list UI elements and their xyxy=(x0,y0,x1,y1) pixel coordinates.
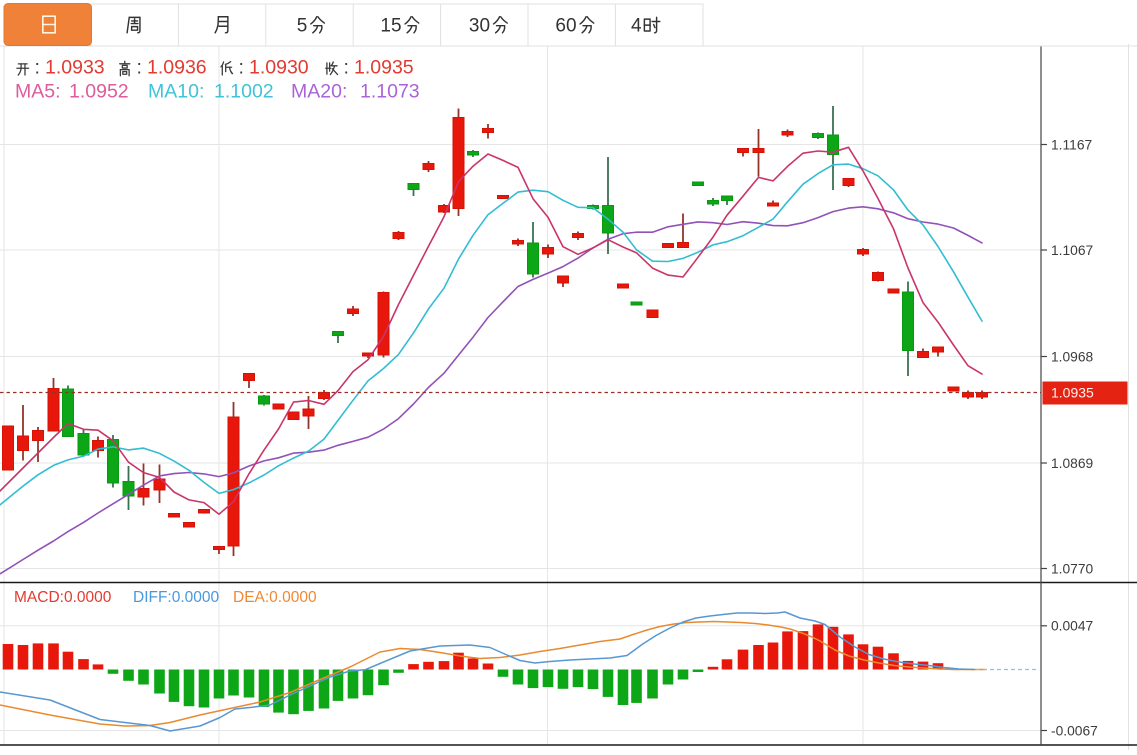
svg-text:1.1167: 1.1167 xyxy=(1051,137,1092,152)
svg-text:15: 15 xyxy=(380,16,401,37)
svg-text::: : xyxy=(35,57,40,79)
svg-text:1.0930: 1.0930 xyxy=(249,57,309,79)
svg-text::: : xyxy=(137,57,142,79)
svg-text:MA10:: MA10: xyxy=(148,81,204,103)
svg-text:1.0770: 1.0770 xyxy=(1051,561,1094,576)
svg-text:1.1073: 1.1073 xyxy=(360,81,420,103)
svg-text:DEA:0.0000: DEA:0.0000 xyxy=(233,589,317,606)
svg-text::: : xyxy=(344,57,349,79)
svg-text:1.0869: 1.0869 xyxy=(1051,456,1094,471)
svg-text:1.0936: 1.0936 xyxy=(147,57,207,79)
svg-text:-0.0067: -0.0067 xyxy=(1051,723,1098,738)
svg-text:1.1067: 1.1067 xyxy=(1051,243,1093,258)
svg-text:0.0047: 0.0047 xyxy=(1051,619,1093,634)
svg-text:1.0935: 1.0935 xyxy=(1051,385,1094,401)
svg-text:1.0952: 1.0952 xyxy=(69,81,129,103)
svg-text:1.0935: 1.0935 xyxy=(354,57,414,79)
svg-text:30: 30 xyxy=(469,16,490,37)
svg-text::: : xyxy=(239,57,244,79)
svg-text:1.0933: 1.0933 xyxy=(45,57,105,79)
svg-text:5: 5 xyxy=(297,16,308,37)
svg-text:DIFF:0.0000: DIFF:0.0000 xyxy=(133,589,220,606)
svg-text:60: 60 xyxy=(555,16,576,37)
svg-text:1.1002: 1.1002 xyxy=(214,81,274,103)
svg-text:MA5:: MA5: xyxy=(15,81,61,103)
svg-text:1.0968: 1.0968 xyxy=(1051,349,1094,364)
svg-text:MACD:0.0000: MACD:0.0000 xyxy=(14,589,112,606)
svg-text:4: 4 xyxy=(631,16,642,37)
svg-text:MA20:: MA20: xyxy=(291,81,347,103)
